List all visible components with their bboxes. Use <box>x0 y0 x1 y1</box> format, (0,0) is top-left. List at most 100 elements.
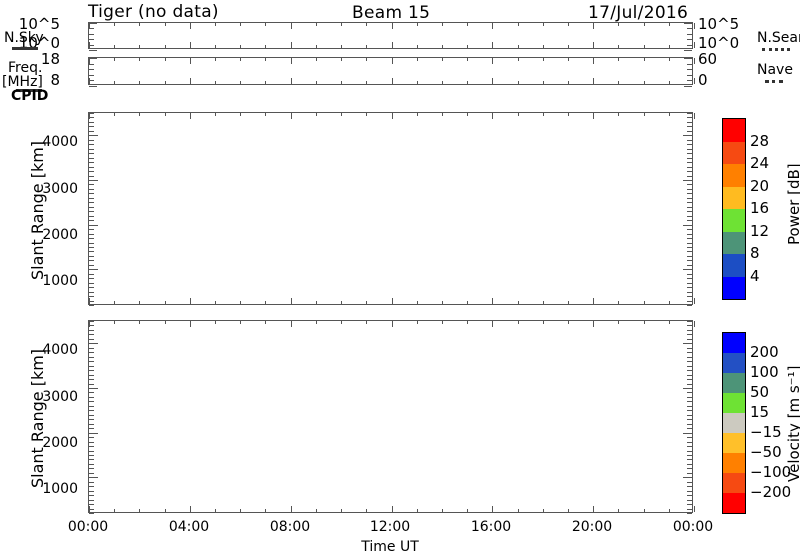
power-ytick-right-1800 <box>687 233 692 235</box>
power-xtick-top-20 <box>593 113 595 119</box>
velocity-xtick-top-22 <box>643 321 645 324</box>
power-panel[interactable] <box>88 112 695 307</box>
velocity-xtick-bottom-6 <box>240 509 242 512</box>
velocity-ytick-left-600 <box>89 495 94 497</box>
velocity-xtick-top-12 <box>391 321 393 327</box>
noise-ytick-left-1 <box>89 28 94 30</box>
velocity-colorbar[interactable] <box>722 332 746 514</box>
noise-xtick-bottom-22 <box>643 45 645 48</box>
velocity-xtick-bottom-4 <box>189 506 191 512</box>
power-xtick-top-24 <box>694 113 695 119</box>
power-colorbar-segment-2 <box>723 164 745 187</box>
velocity-ytick-right-4300 <box>687 329 692 331</box>
freq-ytick-top-right: 60 <box>698 50 718 68</box>
power-ytick-left-500 <box>89 291 94 293</box>
freq-xtick-top-10 <box>341 58 343 61</box>
velocity-xtick-top-18 <box>542 321 544 324</box>
freq-ytick-top-left: 18 <box>40 50 60 68</box>
velocity-ytick-right-900 <box>687 481 692 483</box>
noise-xtick-top-21 <box>618 23 620 26</box>
noise-xtick-top-2 <box>139 23 141 26</box>
noise-xtick-bottom-15 <box>467 45 469 48</box>
freq-xtick-bottom-19 <box>567 81 569 84</box>
power-xtick-top-10 <box>341 113 343 116</box>
velocity-xtick-bottom-5 <box>215 509 217 512</box>
power-ytick-left-2500 <box>89 202 94 204</box>
velocity-ytick-right-1300 <box>687 463 692 465</box>
velocity-ytick-right-2200 <box>687 423 692 425</box>
freq-legend-label-line2: [MHz] <box>2 74 43 90</box>
power-ytick-left-900 <box>89 273 94 275</box>
power-ytick-left-4300 <box>89 121 94 123</box>
velocity-ytick-left-2000 <box>89 432 98 434</box>
power-ytick-right-4000 <box>683 135 692 137</box>
power-ytick-right-3800 <box>687 144 692 146</box>
power-xtick-bottom-8 <box>290 298 292 304</box>
noise-xtick-bottom-13 <box>416 45 418 48</box>
freq-ytick-bottom-left: 8 <box>50 71 60 89</box>
velocity-xtick-bottom-24 <box>694 506 695 512</box>
freq-xtick-top-15 <box>467 58 469 61</box>
velocity-ytick-right-700 <box>687 490 692 492</box>
power-xtick-top-8 <box>290 113 292 119</box>
freq-xtick-top-7 <box>265 58 267 61</box>
freq-ytick-left-3 <box>89 74 94 76</box>
freq-ytick-right-4 <box>687 80 692 82</box>
power-xtick-top-7 <box>265 113 267 116</box>
freq-xtick-bottom-20 <box>593 78 595 84</box>
velocity-xtick-bottom-7 <box>265 509 267 512</box>
power-ytick-left-400 <box>89 296 94 298</box>
power-xtick-top-9 <box>315 113 317 116</box>
velocity-ytick-right-3300 <box>687 374 692 376</box>
power-ytick-right-1300 <box>687 255 692 257</box>
xtick-0400: 04:00 <box>168 519 210 535</box>
velocity-ytick-left-3700 <box>89 356 94 358</box>
velocity-colorbar-tick-4: −15 <box>750 423 782 441</box>
velocity-ytick-left-4000 <box>89 343 98 345</box>
power-ytick-right-1400 <box>687 251 692 253</box>
velocity-ytick-left-3900 <box>89 347 94 349</box>
power-ytick-left-1800 <box>89 233 94 235</box>
power-ytick-left-1900 <box>89 229 94 231</box>
freq-ytick-right-5 <box>684 86 692 87</box>
velocity-panel-ylabel: Slant Range [km] <box>28 348 47 488</box>
noise-xtick-bottom-24 <box>694 42 695 48</box>
freq-xtick-bottom-4 <box>189 78 191 84</box>
freq-legend-line <box>16 89 42 92</box>
power-ytick-right-4500 <box>687 113 692 114</box>
freq-xtick-bottom-24 <box>694 78 695 84</box>
freq-xtick-bottom-18 <box>542 81 544 84</box>
velocity-xtick-bottom-21 <box>618 509 620 512</box>
noise-ytick-right-0 <box>684 23 692 24</box>
velocity-ytick-left-900 <box>89 481 94 483</box>
velocity-ytick-4000: 4000 <box>42 342 78 358</box>
power-ytick-left-2200 <box>89 215 94 217</box>
noise-panel[interactable] <box>88 22 695 51</box>
velocity-xtick-top-16 <box>492 321 494 327</box>
power-colorbar-segment-5 <box>723 231 745 254</box>
velocity-xtick-top-7 <box>265 321 267 324</box>
noise-xtick-top-22 <box>643 23 645 26</box>
power-ytick-right-2300 <box>687 211 692 213</box>
velocity-ytick-right-3100 <box>687 383 692 385</box>
power-colorbar[interactable] <box>722 118 746 300</box>
freq-ytick-right-3 <box>687 74 692 76</box>
freq-xtick-top-16 <box>492 58 494 64</box>
freq-xtick-top-17 <box>517 58 519 61</box>
power-colorbar-label: Power [dB] <box>785 163 800 245</box>
freq-panel[interactable] <box>88 57 695 87</box>
freq-xtick-bottom-5 <box>215 81 217 84</box>
velocity-colorbar-segment-1 <box>723 353 745 373</box>
velocity-xtick-top-13 <box>416 321 418 324</box>
power-ytick-left-2900 <box>89 184 94 186</box>
power-colorbar-tick-2: 20 <box>750 176 770 195</box>
velocity-xtick-bottom-1 <box>114 509 116 512</box>
freq-xtick-bottom-7 <box>265 81 267 84</box>
power-ytick-left-1000 <box>89 269 98 271</box>
velocity-ytick-left-4500 <box>89 321 94 322</box>
velocity-ytick-right-3000 <box>683 388 692 389</box>
velocity-ytick-right-1900 <box>687 437 692 439</box>
power-ytick-left-2000 <box>89 224 98 226</box>
velocity-panel[interactable] <box>88 320 695 515</box>
power-ytick-left-700 <box>89 282 94 284</box>
